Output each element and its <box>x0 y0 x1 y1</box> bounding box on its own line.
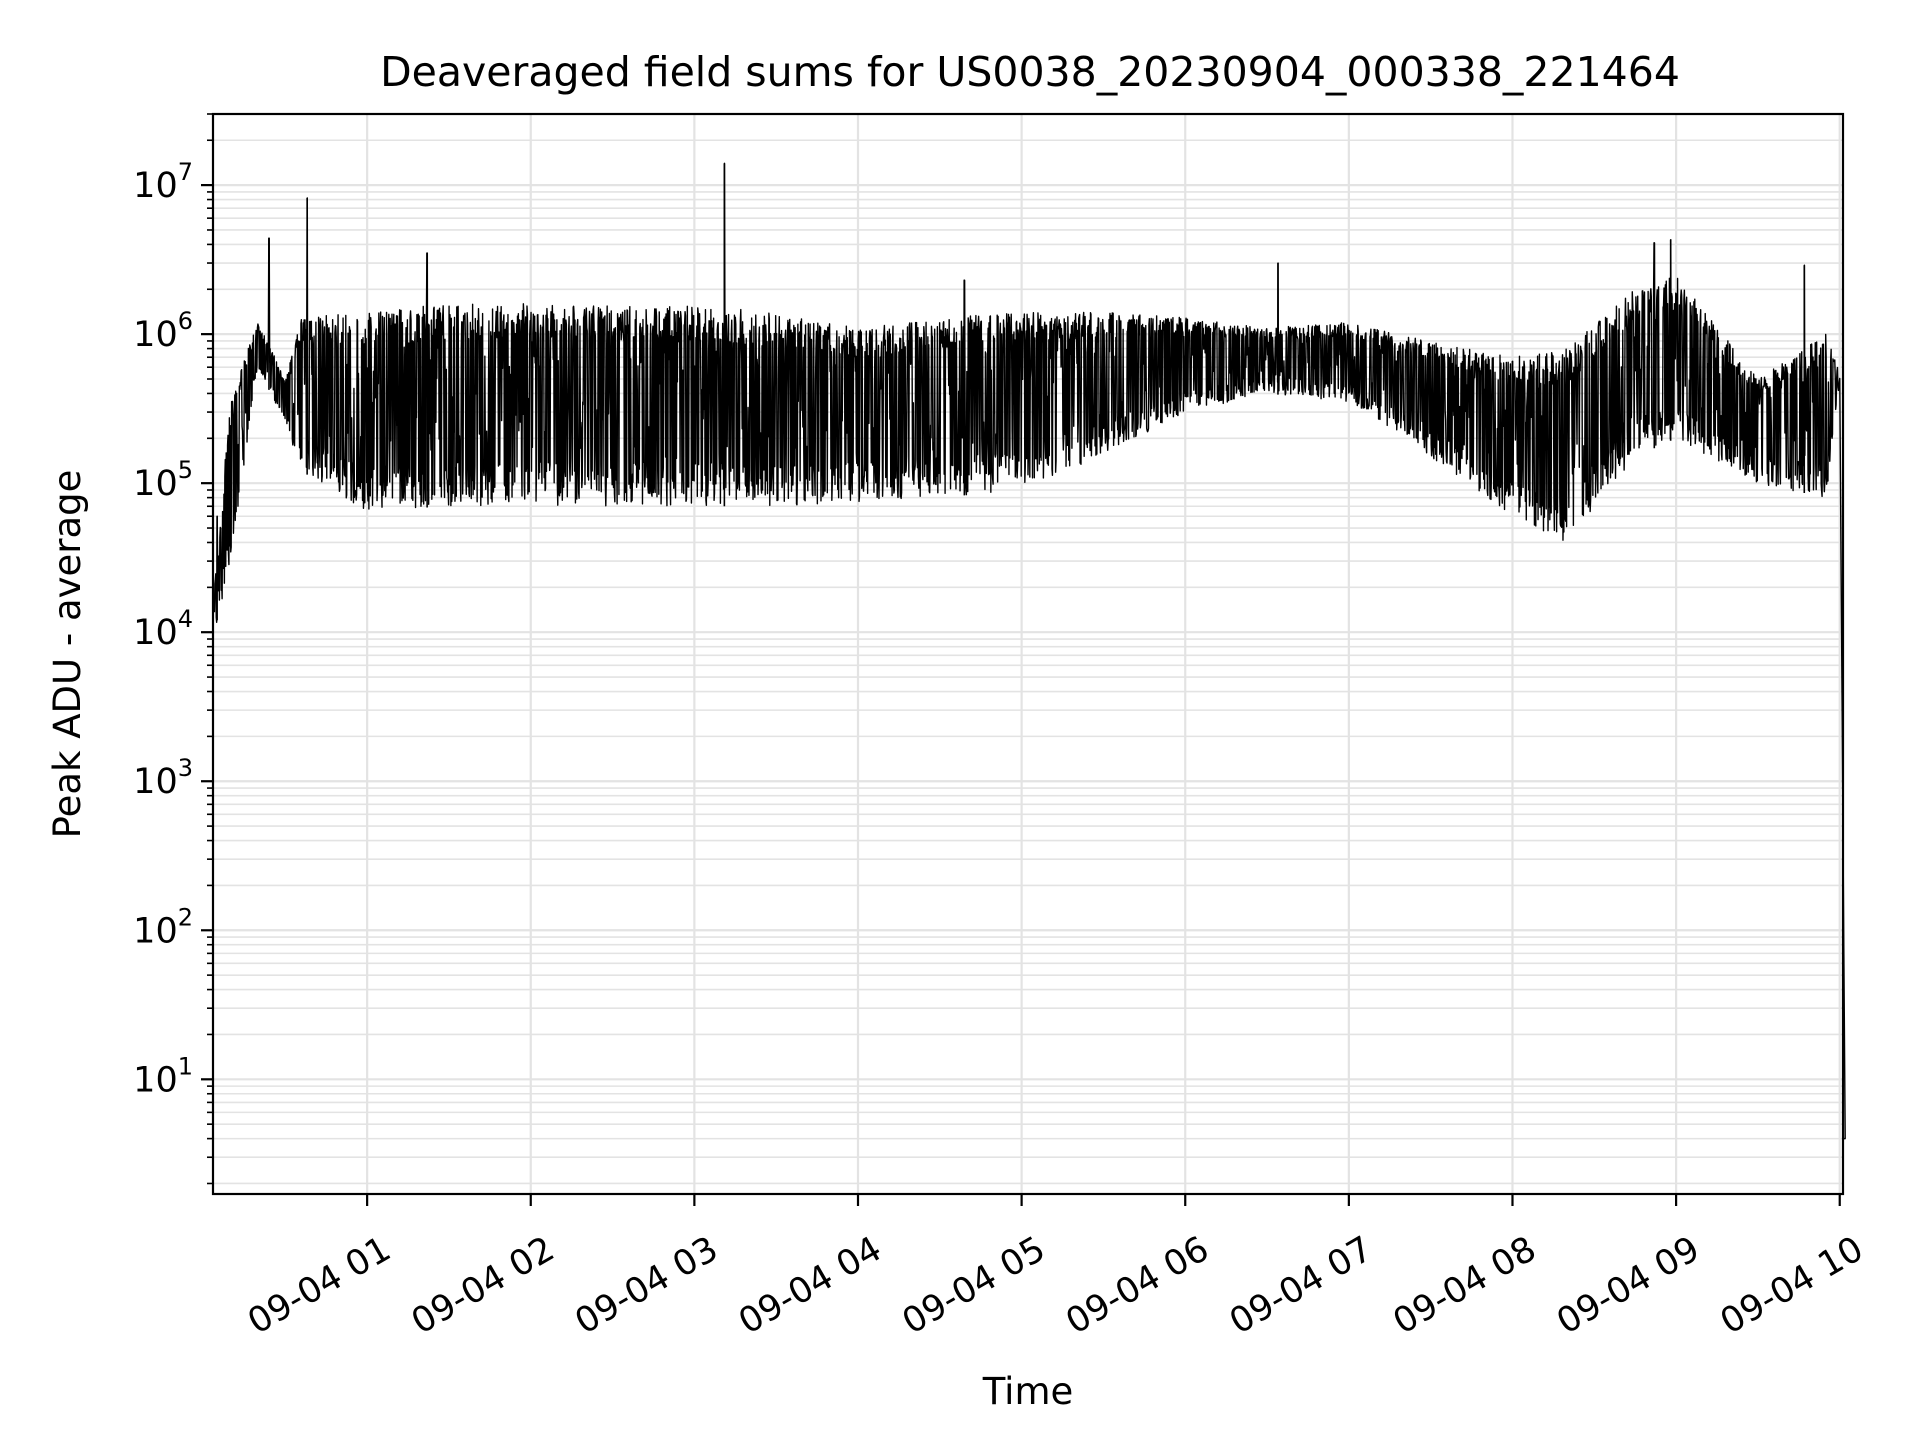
y-tick-base: 10 <box>133 762 178 802</box>
y-tick-base: 10 <box>133 1060 178 1100</box>
y-tick-label: 101 <box>133 1052 193 1100</box>
plot-frame <box>211 112 1845 1196</box>
y-tick-base: 10 <box>133 464 178 504</box>
y-tick-exponent: 3 <box>178 754 193 782</box>
y-tick-exponent: 6 <box>178 307 193 335</box>
y-tick-label: 107 <box>133 158 193 206</box>
y-axis-label: Peak ADU - average <box>46 470 89 839</box>
y-tick-label: 104 <box>133 605 193 653</box>
y-tick-base: 10 <box>133 166 178 206</box>
series-line <box>213 162 1846 1140</box>
y-tick-exponent: 2 <box>178 903 193 931</box>
y-tick-base: 10 <box>133 911 178 951</box>
y-tick-base: 10 <box>133 315 178 355</box>
data-series <box>213 162 1846 1140</box>
y-tick-base: 10 <box>133 613 178 653</box>
y-tick-exponent: 5 <box>178 456 193 484</box>
y-tick-label: 102 <box>133 903 193 951</box>
y-tick-exponent: 1 <box>178 1052 193 1080</box>
y-tick-exponent: 4 <box>178 605 193 633</box>
y-tick-label: 106 <box>133 307 193 355</box>
x-axis-label: Time <box>982 1370 1074 1413</box>
chart-title: Deaveraged field sums for US0038_2023090… <box>380 48 1680 96</box>
y-tick-label: 105 <box>133 456 193 504</box>
grid <box>213 113 1843 1194</box>
y-tick-exponent: 7 <box>178 158 193 186</box>
y-tick-label: 103 <box>133 754 193 802</box>
